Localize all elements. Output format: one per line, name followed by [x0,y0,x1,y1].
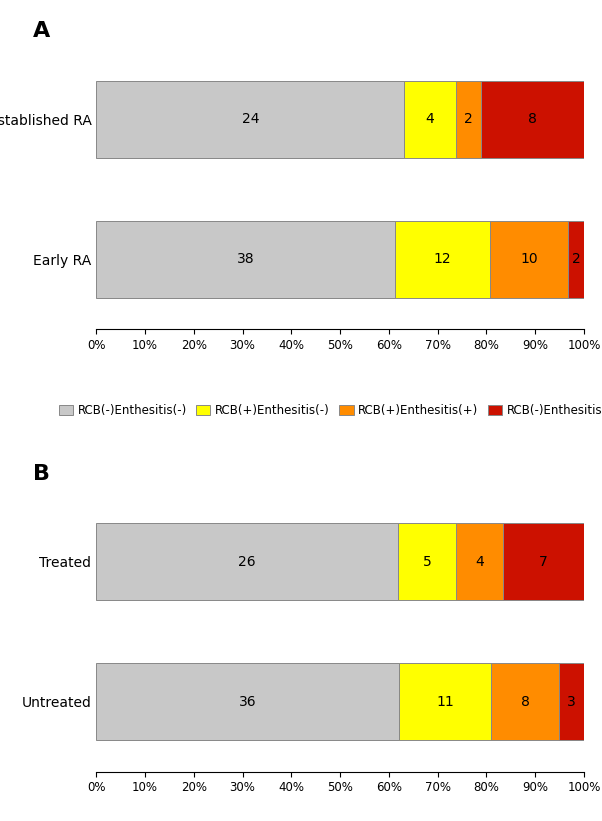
Bar [481,80,584,158]
Bar [491,663,559,741]
Bar [96,523,398,600]
Text: 11: 11 [436,695,454,709]
Bar [456,523,503,600]
Text: 10: 10 [520,252,538,266]
Text: 2: 2 [464,112,473,126]
Text: 36: 36 [239,695,256,709]
Bar [96,80,405,158]
Bar [489,221,568,298]
Text: 5: 5 [423,555,432,569]
Text: 4: 4 [475,555,484,569]
Bar [559,663,584,741]
Bar [456,80,481,158]
Text: 3: 3 [567,695,576,709]
Text: B: B [33,464,50,484]
Bar [96,663,399,741]
Bar [395,221,489,298]
Text: 26: 26 [238,555,256,569]
Text: 8: 8 [528,112,537,126]
Bar [503,523,584,600]
Legend: RCB(-)Enthesitis(-), RCB(+)Enthesitis(-), RCB(+)Enthesitis(+), RCB(-)Enthesitis(: RCB(-)Enthesitis(-), RCB(+)Enthesitis(-)… [54,399,602,421]
Text: 7: 7 [539,555,548,569]
Bar [398,523,456,600]
Text: 2: 2 [572,252,580,266]
Text: 24: 24 [241,112,259,126]
Bar [568,221,584,298]
Text: 12: 12 [433,252,451,266]
Bar [399,663,491,741]
Bar [405,80,456,158]
Text: 8: 8 [521,695,530,709]
Bar [96,221,395,298]
Text: 38: 38 [237,252,255,266]
Text: 4: 4 [426,112,434,126]
Text: A: A [33,21,50,41]
